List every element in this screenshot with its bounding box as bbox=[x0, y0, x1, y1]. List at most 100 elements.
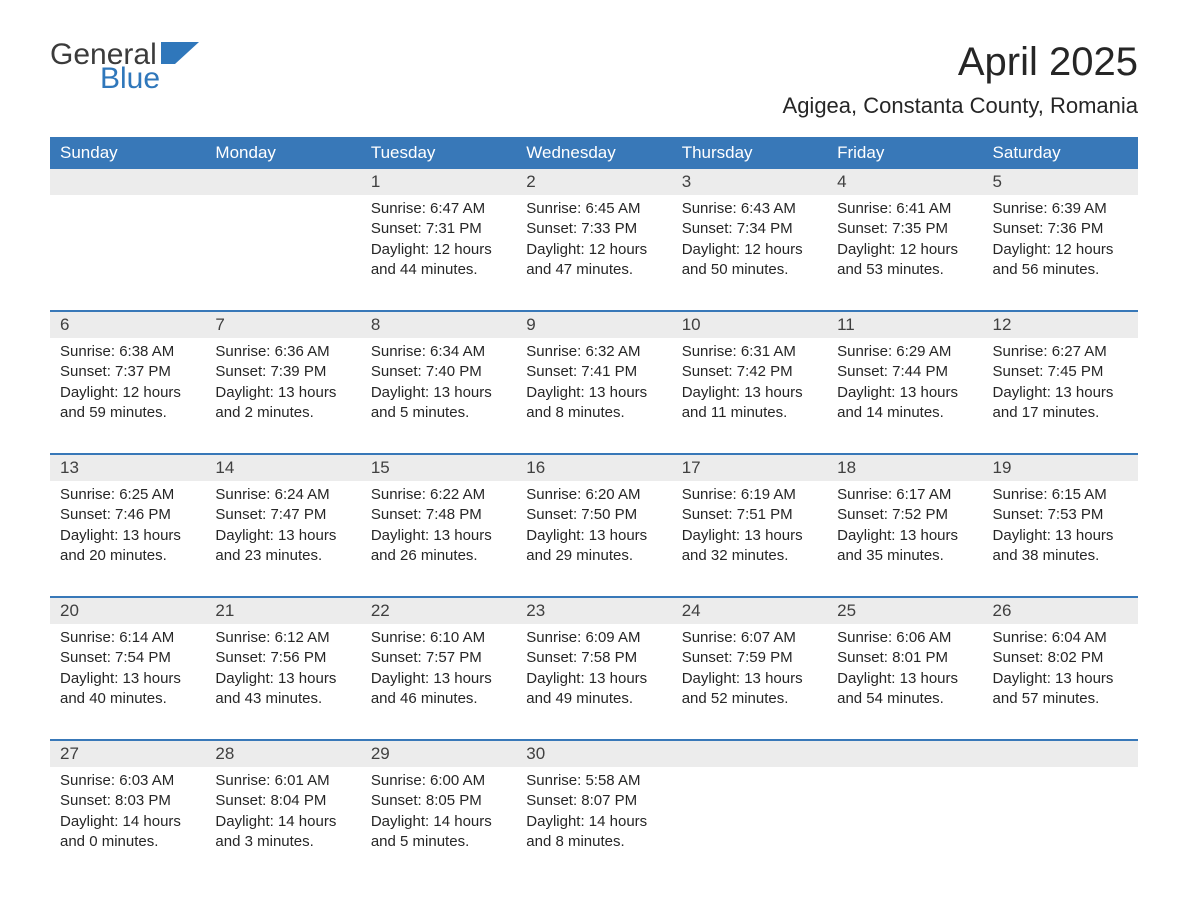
daynum-row: 12345 bbox=[50, 169, 1138, 195]
daylight-line-2: and 5 minutes. bbox=[371, 832, 506, 852]
day-number-cell bbox=[827, 740, 982, 767]
sunrise-line: Sunrise: 6:41 AM bbox=[837, 199, 972, 219]
daylight-line-1: Daylight: 13 hours bbox=[526, 383, 661, 403]
sunset-line: Sunset: 7:40 PM bbox=[371, 362, 506, 382]
sunset-line: Sunset: 7:39 PM bbox=[215, 362, 350, 382]
sunset-line: Sunset: 7:53 PM bbox=[993, 505, 1128, 525]
day-number-cell: 16 bbox=[516, 454, 671, 481]
day-number-cell: 1 bbox=[361, 169, 516, 195]
day-info-cell: Sunrise: 6:41 AMSunset: 7:35 PMDaylight:… bbox=[827, 195, 982, 311]
daylight-line-2: and 46 minutes. bbox=[371, 689, 506, 709]
day-number-cell: 9 bbox=[516, 311, 671, 338]
day-info-cell: Sunrise: 6:25 AMSunset: 7:46 PMDaylight:… bbox=[50, 481, 205, 597]
sunrise-line: Sunrise: 6:47 AM bbox=[371, 199, 506, 219]
daylight-line-2: and 11 minutes. bbox=[682, 403, 817, 423]
sunset-line: Sunset: 7:50 PM bbox=[526, 505, 661, 525]
sunrise-line: Sunrise: 6:15 AM bbox=[993, 485, 1128, 505]
sunset-line: Sunset: 8:04 PM bbox=[215, 791, 350, 811]
daylight-line-1: Daylight: 13 hours bbox=[837, 669, 972, 689]
daynum-row: 13141516171819 bbox=[50, 454, 1138, 481]
daylight-line-1: Daylight: 14 hours bbox=[371, 812, 506, 832]
day-number-cell: 29 bbox=[361, 740, 516, 767]
day-number-cell: 2 bbox=[516, 169, 671, 195]
day-info-cell: Sunrise: 6:38 AMSunset: 7:37 PMDaylight:… bbox=[50, 338, 205, 454]
day-info-cell: Sunrise: 6:22 AMSunset: 7:48 PMDaylight:… bbox=[361, 481, 516, 597]
daylight-line-1: Daylight: 12 hours bbox=[60, 383, 195, 403]
sunset-line: Sunset: 7:52 PM bbox=[837, 505, 972, 525]
sunset-line: Sunset: 7:31 PM bbox=[371, 219, 506, 239]
sunrise-line: Sunrise: 6:06 AM bbox=[837, 628, 972, 648]
day-number-cell: 25 bbox=[827, 597, 982, 624]
sunrise-line: Sunrise: 6:43 AM bbox=[682, 199, 817, 219]
daylight-line-2: and 8 minutes. bbox=[526, 403, 661, 423]
day-number-cell: 12 bbox=[983, 311, 1138, 338]
sunset-line: Sunset: 7:36 PM bbox=[993, 219, 1128, 239]
daylight-line-2: and 8 minutes. bbox=[526, 832, 661, 852]
sunset-line: Sunset: 7:54 PM bbox=[60, 648, 195, 668]
sunset-line: Sunset: 8:02 PM bbox=[993, 648, 1128, 668]
sunrise-line: Sunrise: 5:58 AM bbox=[526, 771, 661, 791]
sunset-line: Sunset: 7:45 PM bbox=[993, 362, 1128, 382]
sunrise-line: Sunrise: 6:10 AM bbox=[371, 628, 506, 648]
sunset-line: Sunset: 7:33 PM bbox=[526, 219, 661, 239]
daynum-row: 6789101112 bbox=[50, 311, 1138, 338]
daylight-line-1: Daylight: 13 hours bbox=[60, 669, 195, 689]
sunrise-line: Sunrise: 6:34 AM bbox=[371, 342, 506, 362]
sunrise-line: Sunrise: 6:22 AM bbox=[371, 485, 506, 505]
calendar-table: Sunday Monday Tuesday Wednesday Thursday… bbox=[50, 137, 1138, 882]
daylight-line-2: and 38 minutes. bbox=[993, 546, 1128, 566]
day-info-cell: Sunrise: 6:06 AMSunset: 8:01 PMDaylight:… bbox=[827, 624, 982, 740]
daylight-line-1: Daylight: 14 hours bbox=[215, 812, 350, 832]
daylight-line-2: and 57 minutes. bbox=[993, 689, 1128, 709]
sunset-line: Sunset: 8:03 PM bbox=[60, 791, 195, 811]
daylight-line-2: and 32 minutes. bbox=[682, 546, 817, 566]
day-info-cell: Sunrise: 6:43 AMSunset: 7:34 PMDaylight:… bbox=[672, 195, 827, 311]
daylight-line-2: and 50 minutes. bbox=[682, 260, 817, 280]
sunrise-line: Sunrise: 6:04 AM bbox=[993, 628, 1128, 648]
day-info-cell bbox=[827, 767, 982, 882]
sunrise-line: Sunrise: 6:20 AM bbox=[526, 485, 661, 505]
day-number-cell: 22 bbox=[361, 597, 516, 624]
daylight-line-1: Daylight: 13 hours bbox=[837, 383, 972, 403]
info-row: Sunrise: 6:14 AMSunset: 7:54 PMDaylight:… bbox=[50, 624, 1138, 740]
daylight-line-1: Daylight: 14 hours bbox=[60, 812, 195, 832]
daylight-line-1: Daylight: 13 hours bbox=[993, 526, 1128, 546]
daylight-line-1: Daylight: 12 hours bbox=[682, 240, 817, 260]
weekday-header: Monday bbox=[205, 137, 360, 169]
day-info-cell bbox=[672, 767, 827, 882]
day-info-cell: Sunrise: 6:19 AMSunset: 7:51 PMDaylight:… bbox=[672, 481, 827, 597]
daylight-line-1: Daylight: 13 hours bbox=[215, 383, 350, 403]
day-number-cell bbox=[672, 740, 827, 767]
day-info-cell: Sunrise: 6:17 AMSunset: 7:52 PMDaylight:… bbox=[827, 481, 982, 597]
day-info-cell: Sunrise: 6:09 AMSunset: 7:58 PMDaylight:… bbox=[516, 624, 671, 740]
sunrise-line: Sunrise: 6:24 AM bbox=[215, 485, 350, 505]
day-number-cell: 23 bbox=[516, 597, 671, 624]
daylight-line-1: Daylight: 13 hours bbox=[215, 526, 350, 546]
logo-word-2: Blue bbox=[100, 64, 199, 94]
daynum-row: 27282930 bbox=[50, 740, 1138, 767]
daylight-line-2: and 5 minutes. bbox=[371, 403, 506, 423]
daylight-line-2: and 20 minutes. bbox=[60, 546, 195, 566]
daylight-line-1: Daylight: 12 hours bbox=[371, 240, 506, 260]
sunrise-line: Sunrise: 6:03 AM bbox=[60, 771, 195, 791]
weekday-header: Sunday bbox=[50, 137, 205, 169]
sunset-line: Sunset: 7:59 PM bbox=[682, 648, 817, 668]
sunrise-line: Sunrise: 6:45 AM bbox=[526, 199, 661, 219]
daylight-line-2: and 26 minutes. bbox=[371, 546, 506, 566]
daylight-line-2: and 53 minutes. bbox=[837, 260, 972, 280]
daylight-line-1: Daylight: 13 hours bbox=[682, 526, 817, 546]
day-info-cell: Sunrise: 6:29 AMSunset: 7:44 PMDaylight:… bbox=[827, 338, 982, 454]
day-info-cell: Sunrise: 6:15 AMSunset: 7:53 PMDaylight:… bbox=[983, 481, 1138, 597]
day-number-cell: 15 bbox=[361, 454, 516, 481]
day-number-cell: 3 bbox=[672, 169, 827, 195]
month-title: April 2025 bbox=[783, 40, 1138, 85]
header: General Blue April 2025 Agigea, Constant… bbox=[50, 40, 1138, 119]
sunset-line: Sunset: 7:51 PM bbox=[682, 505, 817, 525]
daylight-line-2: and 43 minutes. bbox=[215, 689, 350, 709]
sunrise-line: Sunrise: 6:32 AM bbox=[526, 342, 661, 362]
daylight-line-2: and 23 minutes. bbox=[215, 546, 350, 566]
day-info-cell: Sunrise: 6:32 AMSunset: 7:41 PMDaylight:… bbox=[516, 338, 671, 454]
daylight-line-2: and 14 minutes. bbox=[837, 403, 972, 423]
day-number-cell: 17 bbox=[672, 454, 827, 481]
sunrise-line: Sunrise: 6:07 AM bbox=[682, 628, 817, 648]
